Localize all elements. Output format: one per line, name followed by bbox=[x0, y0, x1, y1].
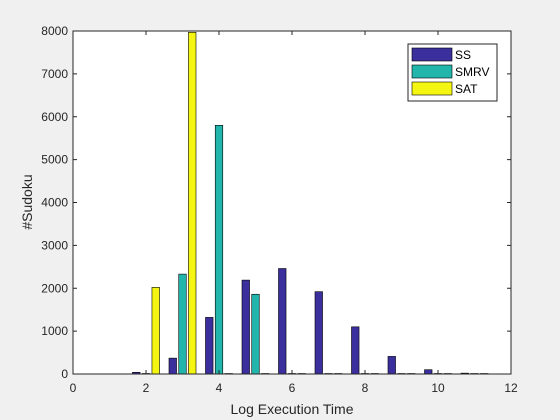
bar-smrv-3 bbox=[178, 273, 187, 375]
x-tick-label: 12 bbox=[504, 381, 518, 395]
y-tick-label: 6000 bbox=[41, 110, 68, 124]
legend-label-sat: SAT bbox=[455, 82, 478, 96]
bar-ss-10 bbox=[424, 369, 433, 375]
y-tick-label: 4000 bbox=[41, 196, 68, 210]
x-ticks: 0 2 4 6 8 10 12 bbox=[70, 31, 518, 395]
bar-smrv-5 bbox=[251, 293, 260, 375]
legend-label-smrv: SMRV bbox=[455, 65, 489, 79]
bar-smrv-4 bbox=[214, 125, 224, 375]
bar-ss-6 bbox=[278, 268, 287, 375]
bar-ss-5 bbox=[241, 279, 250, 375]
bar-ss-9 bbox=[387, 356, 396, 375]
legend: SS SMRV SAT bbox=[407, 43, 498, 102]
bar-ss-7 bbox=[314, 291, 323, 375]
y-tick-label: 8000 bbox=[41, 24, 68, 38]
y-tick-label: 2000 bbox=[41, 281, 68, 295]
legend-swatch-ss bbox=[411, 47, 453, 62]
y-tick-label: 1000 bbox=[41, 324, 68, 338]
y-tick-label: 5000 bbox=[41, 153, 68, 167]
x-tick-label: 10 bbox=[431, 381, 445, 395]
legend-swatch-smrv bbox=[411, 64, 453, 79]
x-tick-label: 4 bbox=[216, 381, 223, 395]
x-tick-label: 8 bbox=[362, 381, 369, 395]
x-tick-label: 0 bbox=[70, 381, 77, 395]
x-tick-label: 2 bbox=[143, 381, 150, 395]
y-tick-label: 3000 bbox=[41, 238, 68, 252]
legend-swatch-sat bbox=[411, 81, 453, 96]
x-axis-label: Log Execution Time bbox=[231, 401, 354, 417]
x-tick-label: 6 bbox=[289, 381, 296, 395]
bar-ss-4 bbox=[205, 317, 214, 375]
y-tick-label: 0 bbox=[61, 367, 68, 381]
bar-ss-3 bbox=[168, 357, 177, 375]
bar-ss-8 bbox=[351, 326, 360, 375]
y-axis-label: #Sudoku bbox=[19, 174, 35, 229]
y-ticks: 0 1000 2000 3000 4000 5000 6000 7000 8000 bbox=[41, 24, 511, 381]
legend-label-ss: SS bbox=[455, 48, 471, 62]
y-tick-label: 7000 bbox=[41, 67, 68, 81]
bar-sat-3 bbox=[188, 31, 197, 375]
bar-sat-2 bbox=[151, 287, 160, 375]
